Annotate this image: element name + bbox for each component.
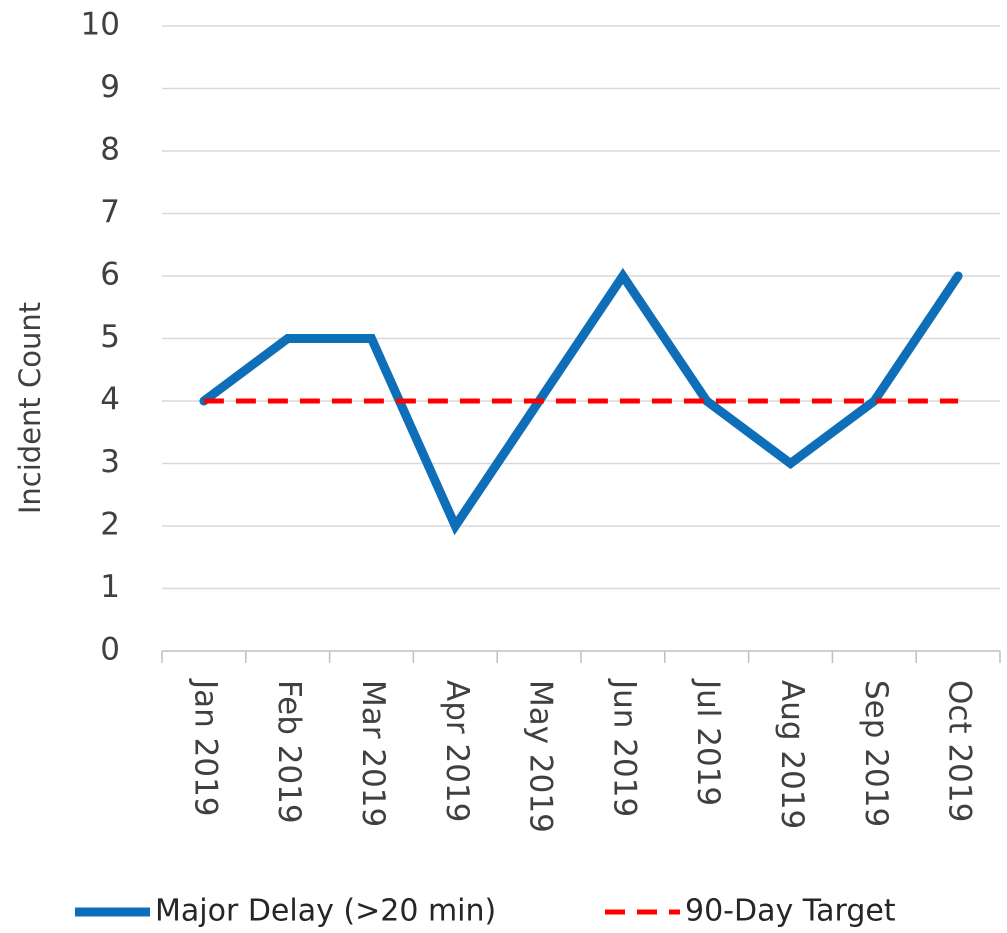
y-tick-label: 2 [100, 507, 120, 543]
x-tick-label: Mar 2019 [355, 680, 391, 827]
y-tick-label: 5 [100, 319, 120, 355]
x-tick-label: Jan 2019 [187, 678, 223, 817]
y-tick-label: 7 [100, 194, 120, 230]
y-tick-label: 10 [81, 7, 120, 43]
x-tick-label: Oct 2019 [942, 680, 978, 822]
y-tick-label: 9 [100, 69, 120, 105]
y-tick-label: 4 [100, 382, 120, 418]
y-axis-label: Incident Count [13, 302, 47, 514]
y-tick-label: 0 [100, 632, 120, 668]
x-tick-label: Jul 2019 [690, 678, 726, 806]
legend-label: 90-Day Target [685, 894, 896, 929]
series-line [199, 267, 963, 536]
x-tick-label: Sep 2019 [858, 680, 894, 827]
x-tick-label: Aug 2019 [774, 680, 810, 829]
x-tick-label: Feb 2019 [271, 680, 307, 824]
y-tick-label: 8 [100, 132, 120, 168]
y-tick-label: 3 [100, 444, 120, 480]
y-tick-label: 1 [100, 569, 120, 605]
legend-label: Major Delay (>20 min) [155, 894, 496, 929]
x-tick-label: Jun 2019 [606, 678, 642, 817]
x-tick-label: May 2019 [523, 680, 559, 833]
y-tick-label: 6 [100, 257, 120, 293]
x-tick-label: Apr 2019 [439, 680, 475, 822]
